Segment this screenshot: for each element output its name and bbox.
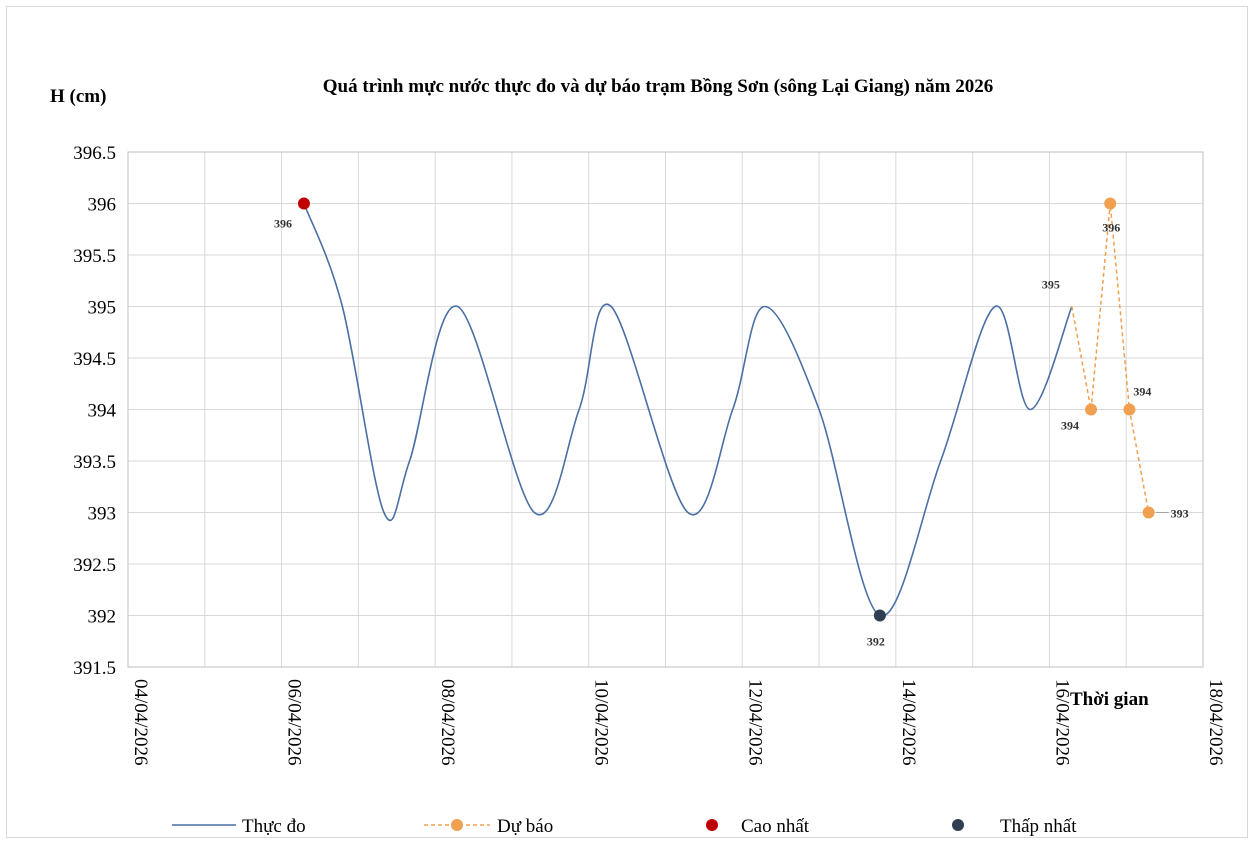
plot-area [127, 151, 1204, 668]
x-axis-title: Thời gian [1070, 689, 1149, 710]
legend-label-thap-nhat: Thấp nhất [1000, 816, 1077, 837]
forecast-point [1142, 506, 1155, 519]
legend-label-thuc-do: Thực đo [242, 816, 306, 837]
y-tick-label: 394 [88, 401, 117, 422]
y-tick-label: 393.5 [73, 452, 116, 473]
max-data-label: 396 [274, 217, 292, 231]
legend-label-cao-nhat: Cao nhất [741, 816, 810, 837]
y-tick-label: 396.5 [73, 143, 116, 164]
x-tick-label: 14/04/2026 [898, 679, 919, 766]
y-tick-label: 392.5 [73, 555, 116, 576]
legend-marker-du-bao [451, 819, 463, 831]
forecast-point [1123, 403, 1136, 416]
min-data-label: 392 [867, 635, 885, 649]
forecast-point [1085, 403, 1098, 416]
x-tick-label: 10/04/2026 [591, 679, 612, 766]
forecast-data-label: 393 [1171, 507, 1189, 521]
min-point [873, 609, 886, 622]
y-tick-label: 394.5 [73, 349, 116, 370]
x-tick-label: 18/04/2026 [1205, 679, 1226, 766]
y-axis: 391.5 392 392.5 393 393.5 394 394.5 395 395.5 396… [73, 143, 116, 679]
legend: Thực đo Dự báo Cao nhất Thấp nhất [172, 816, 1077, 837]
y-tick-label: 391.5 [73, 658, 116, 679]
max-point [297, 197, 310, 210]
y-tick-label: 392 [88, 607, 117, 628]
y-tick-label: 395.5 [73, 246, 116, 267]
y-tick-label: 395 [88, 298, 117, 319]
legend-marker-thap-nhat [952, 819, 964, 831]
series-line-thuc-do [303, 203, 1073, 617]
forecast-point [1104, 197, 1117, 210]
series-layer: 395 394 396 394 393 396 392 [274, 197, 1189, 649]
x-tick-label: 06/04/2026 [284, 679, 305, 766]
forecast-data-label: 394 [1133, 385, 1151, 399]
y-tick-label: 393 [88, 504, 117, 525]
x-axis: 04/04/2026 06/04/2026 08/04/2026 10/04/2026… [130, 679, 1226, 766]
y-tick-label: 396 [88, 195, 117, 216]
x-tick-label: 16/04/2026 [1051, 679, 1072, 766]
chart-title: Quá trình mực nước thực đo và dự báo trạ… [323, 76, 994, 97]
x-tick-label: 08/04/2026 [437, 679, 458, 766]
forecast-data-label: 396 [1102, 221, 1120, 235]
legend-marker-cao-nhat [706, 819, 718, 831]
y-axis-title: H (cm) [50, 86, 106, 107]
x-tick-label: 12/04/2026 [744, 679, 765, 766]
chart-frame [6, 6, 1248, 838]
x-tick-label: 04/04/2026 [130, 679, 151, 766]
forecast-data-label: 395 [1042, 278, 1060, 292]
forecast-data-label: 394 [1061, 419, 1079, 433]
legend-label-du-bao: Dự báo [497, 816, 553, 837]
